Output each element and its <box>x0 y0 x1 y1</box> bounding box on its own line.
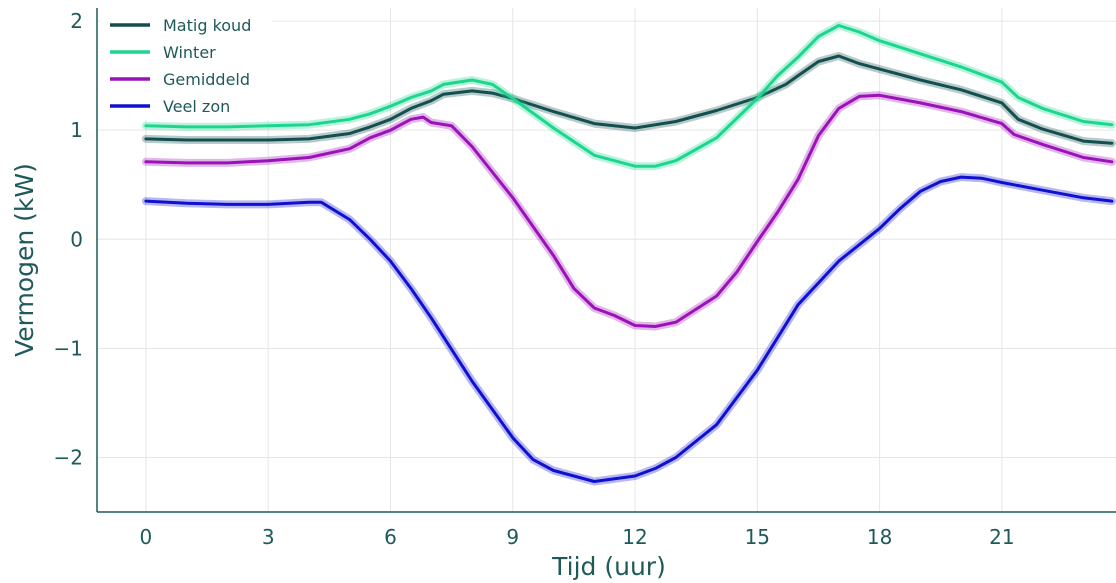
series-line-gemiddeld <box>144 93 1114 328</box>
y-tick-label: −2 <box>54 445 83 469</box>
y-tick-label: 0 <box>70 227 83 251</box>
series-line-veel-zon <box>144 175 1114 483</box>
x-axis-label: Tijd (uur) <box>551 552 666 581</box>
legend-label-veel-zon: Veel zon <box>163 97 230 116</box>
series-band-veel-zon <box>141 173 1116 486</box>
series-line-matig-koud <box>144 54 1114 145</box>
x-tick-label: 3 <box>262 525 275 549</box>
legend-label-matig-koud: Matig koud <box>163 16 251 35</box>
legend: Matig koud Winter Gemiddeld Veel zon <box>100 8 272 120</box>
y-axis-label: Vermogen (kW) <box>10 163 39 357</box>
x-tick-label: 9 <box>506 525 519 549</box>
x-tick-label: 21 <box>989 525 1014 549</box>
y-tick-label: 1 <box>70 118 83 142</box>
x-tick-label: 0 <box>140 525 153 549</box>
x-tick-label: 15 <box>745 525 770 549</box>
lines-layer <box>141 21 1116 486</box>
y-tick-label: 2 <box>70 9 83 33</box>
x-tick-label: 12 <box>622 525 647 549</box>
y-tick-label: −1 <box>54 336 83 360</box>
legend-label-gemiddeld: Gemiddeld <box>163 70 250 89</box>
x-tick-label: 18 <box>867 525 892 549</box>
series-line-winter <box>144 24 1114 168</box>
x-tick-label: 6 <box>384 525 397 549</box>
axes-layer <box>96 8 1116 513</box>
grid-layer <box>97 8 1116 512</box>
legend-label-winter: Winter <box>163 43 216 62</box>
